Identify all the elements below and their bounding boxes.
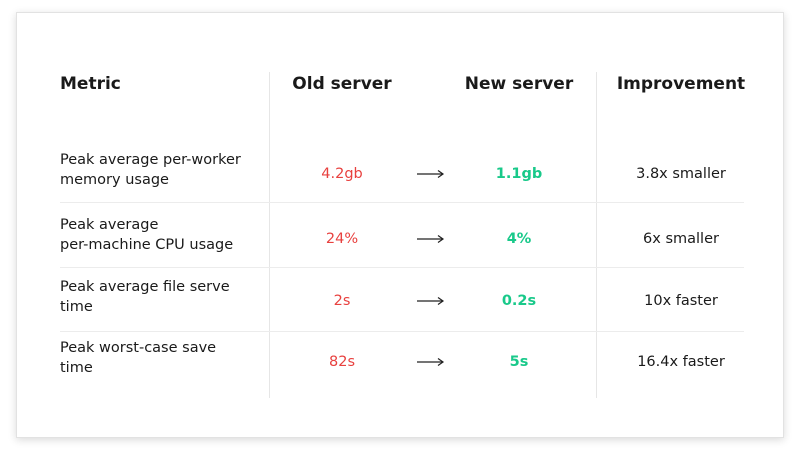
new-value: 1.1gb (495, 166, 543, 182)
row-divider (60, 267, 744, 268)
column-divider (596, 72, 597, 398)
arrow (417, 170, 445, 178)
table-card (16, 12, 784, 438)
old-value: 4.2gb (321, 166, 363, 182)
column-header: Improvement (616, 74, 746, 94)
metric-label: per-machine CPU usage (60, 237, 234, 253)
metric-label: Peak average (60, 217, 159, 233)
row-divider (60, 331, 744, 332)
row-divider (60, 202, 744, 203)
new-value: 0.2s (501, 293, 537, 309)
improvement: 3.8x smaller (636, 166, 726, 182)
metric-label: time (60, 299, 93, 315)
improvement: 6x smaller (643, 231, 719, 247)
arrow (417, 235, 445, 243)
improvement: 10x faster (644, 293, 718, 309)
new-value: 5s (509, 354, 529, 370)
new-value: 4% (506, 231, 532, 247)
column-header: Metric (60, 74, 121, 94)
metric-label: Peak average file serve (60, 279, 230, 295)
column-header: New server (464, 74, 574, 94)
arrow (417, 358, 445, 366)
metric-label: Peak worst-case save (60, 340, 217, 356)
column-divider (269, 72, 270, 398)
metric-label: Peak average per-worker (60, 152, 241, 168)
metric-label: time (60, 360, 93, 376)
old-value: 24% (325, 231, 359, 247)
improvement: 16.4x faster (637, 354, 725, 370)
column-header: Old server (292, 74, 392, 94)
old-value: 2s (333, 293, 351, 309)
old-value: 82s (328, 354, 356, 370)
metric-label: memory usage (60, 172, 169, 188)
arrow (417, 297, 445, 305)
